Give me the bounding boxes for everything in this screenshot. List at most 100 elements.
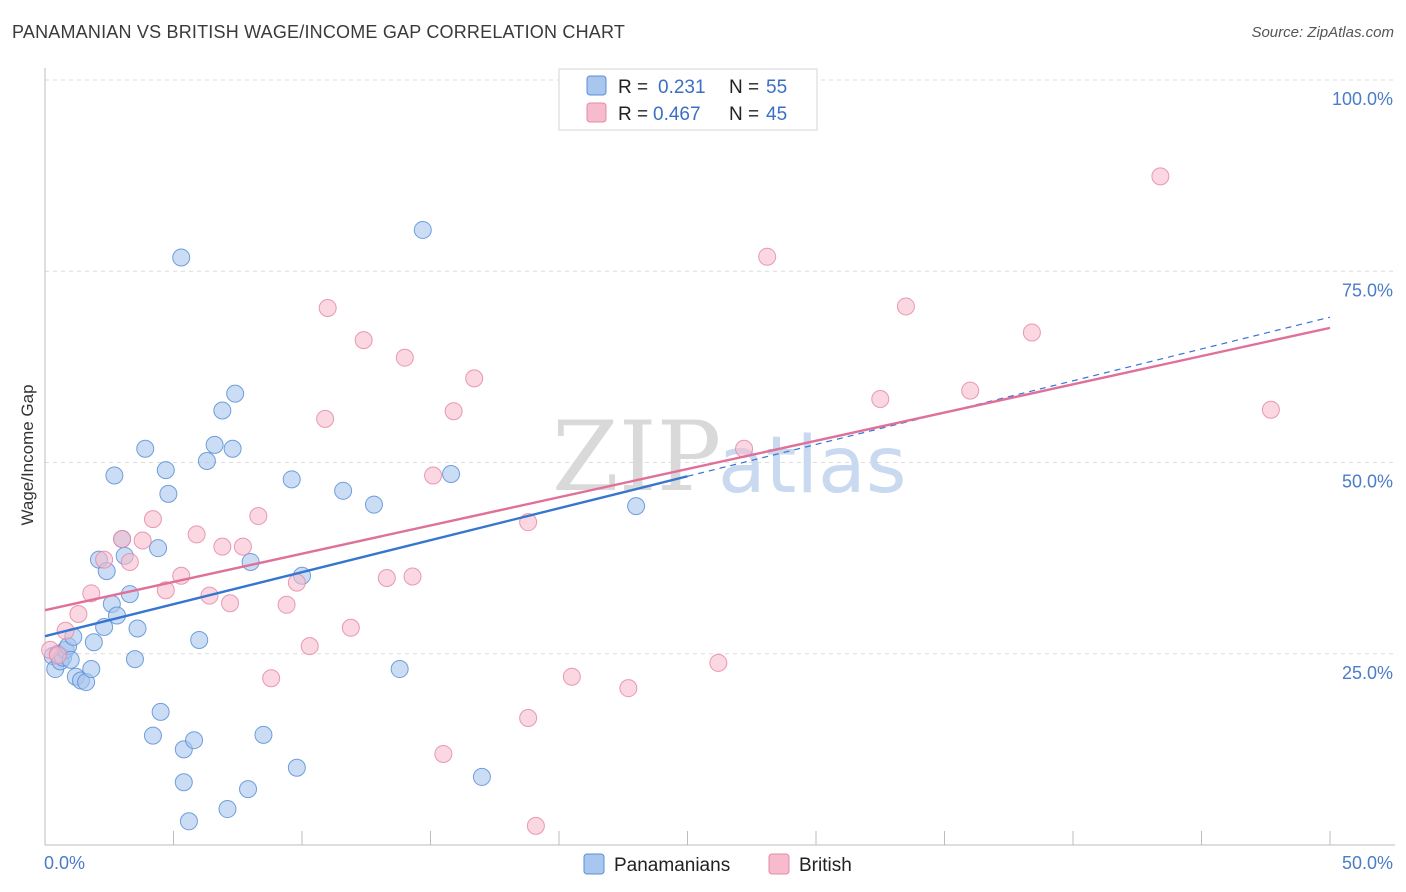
panamanian-point [159, 484, 178, 503]
trend-lines [44, 316, 1331, 638]
bottom-legend-label-panamanians: Panamanians [614, 855, 730, 876]
panamanian-point [442, 464, 461, 483]
panamanian-point [390, 660, 409, 679]
british-point [519, 709, 538, 728]
panamanian-point [84, 633, 103, 652]
british-point [403, 567, 422, 586]
british-point [871, 390, 890, 409]
y-tick-label: 50.0% [1342, 472, 1393, 492]
watermark-atlas: atlas [718, 421, 907, 511]
british-point [354, 331, 373, 350]
legend-r-value-1: 0.231 [658, 77, 706, 98]
british-point [341, 618, 360, 637]
chart-title: PANAMANIAN VS BRITISH WAGE/INCOME GAP CO… [12, 22, 626, 42]
panamanian-point [282, 470, 301, 489]
british-point [277, 595, 296, 614]
panamanian-point [179, 812, 198, 831]
panamanian-point [190, 630, 209, 649]
legend-box: R = 0.231 N = 55 R = 0.467 N = 45 [558, 68, 818, 131]
british-point [424, 466, 443, 485]
british-point [619, 679, 638, 698]
legend-r-label-2: R = [618, 104, 648, 125]
panamanian-point [241, 552, 260, 571]
british-point [465, 369, 484, 388]
panamanian-point [172, 248, 191, 267]
panamanian-trend-line [44, 475, 688, 638]
british-point [526, 816, 545, 835]
panamanian-point [149, 539, 168, 558]
panamanian-point [156, 461, 175, 480]
panamanian-point [143, 726, 162, 745]
legend-n-value-1: 55 [766, 77, 787, 98]
y-tick-label: 100.0% [1332, 89, 1393, 109]
british-point [48, 646, 67, 665]
panamanian-point [205, 435, 224, 454]
bottom-legend-swatch-panamanians [583, 853, 605, 875]
british-point [133, 531, 152, 550]
panamanian-point [107, 606, 126, 625]
panamanian-point [213, 401, 232, 420]
british-point [316, 409, 335, 428]
british-point [395, 348, 414, 367]
panamanian-point [472, 767, 491, 786]
british-point [1261, 400, 1280, 419]
british-trend-line [44, 326, 1331, 612]
british-point [120, 552, 139, 571]
source-credit: Source: ZipAtlas.com [1251, 24, 1394, 41]
british-point [221, 594, 240, 613]
panamanian-point [226, 384, 245, 403]
y-tick-label: 75.0% [1342, 280, 1393, 300]
y-tick-label: 25.0% [1342, 663, 1393, 683]
panamanian-point [105, 466, 124, 485]
british-point [562, 667, 581, 686]
british-point [709, 653, 728, 672]
british-point [187, 525, 206, 544]
british-point [300, 637, 319, 656]
y-axis-label: Wage/Income Gap [18, 384, 37, 525]
x-tick-label-start: 0.0% [44, 853, 85, 873]
british-point [156, 581, 175, 600]
legend-swatch-british [586, 102, 607, 123]
watermark-zip: ZIP [552, 401, 721, 513]
british-point [69, 604, 88, 623]
panamanian-point [334, 481, 353, 500]
british-point [1151, 167, 1170, 186]
panamanian-point [223, 439, 242, 458]
legend-n-label-1: N = [729, 77, 759, 98]
legend-swatch-panamanians [586, 75, 607, 96]
british-point [143, 510, 162, 529]
british-point [1022, 323, 1041, 342]
british-point [113, 530, 132, 548]
panamanian-point [185, 731, 204, 750]
legend-r-label-1: R = [618, 77, 648, 98]
bottom-legend: Panamanians British [583, 853, 852, 876]
panamanian-point [136, 439, 155, 458]
panamanian-point [82, 660, 101, 679]
legend-n-label-2: N = [729, 104, 759, 125]
panamanian-trend-extension [687, 316, 1331, 477]
british-point [434, 744, 453, 763]
legend-r-value-2: 0.467 [653, 104, 701, 125]
panamanian-point [413, 220, 432, 239]
panamanian-point [174, 773, 193, 792]
british-point [95, 550, 114, 569]
british-point [758, 247, 777, 266]
legend-n-value-2: 45 [766, 104, 787, 125]
panamanian-point [218, 800, 237, 819]
british-point [262, 669, 281, 688]
british-point [82, 584, 101, 603]
british-point [287, 573, 306, 592]
panamanian-point [197, 451, 216, 470]
british-point [961, 381, 980, 400]
panamanian-point [239, 780, 258, 799]
panamanian-point [128, 619, 147, 638]
panamanian-point [627, 497, 646, 516]
british-point [249, 507, 268, 526]
bottom-legend-swatch-british [768, 853, 790, 875]
british-point [377, 569, 396, 588]
bottom-legend-label-british: British [799, 855, 852, 876]
panamanian-point [151, 702, 170, 721]
panamanian-point [364, 495, 383, 514]
axes: 25.0% 50.0% 75.0% 100.0% 0.0% 50.0% [44, 68, 1395, 873]
